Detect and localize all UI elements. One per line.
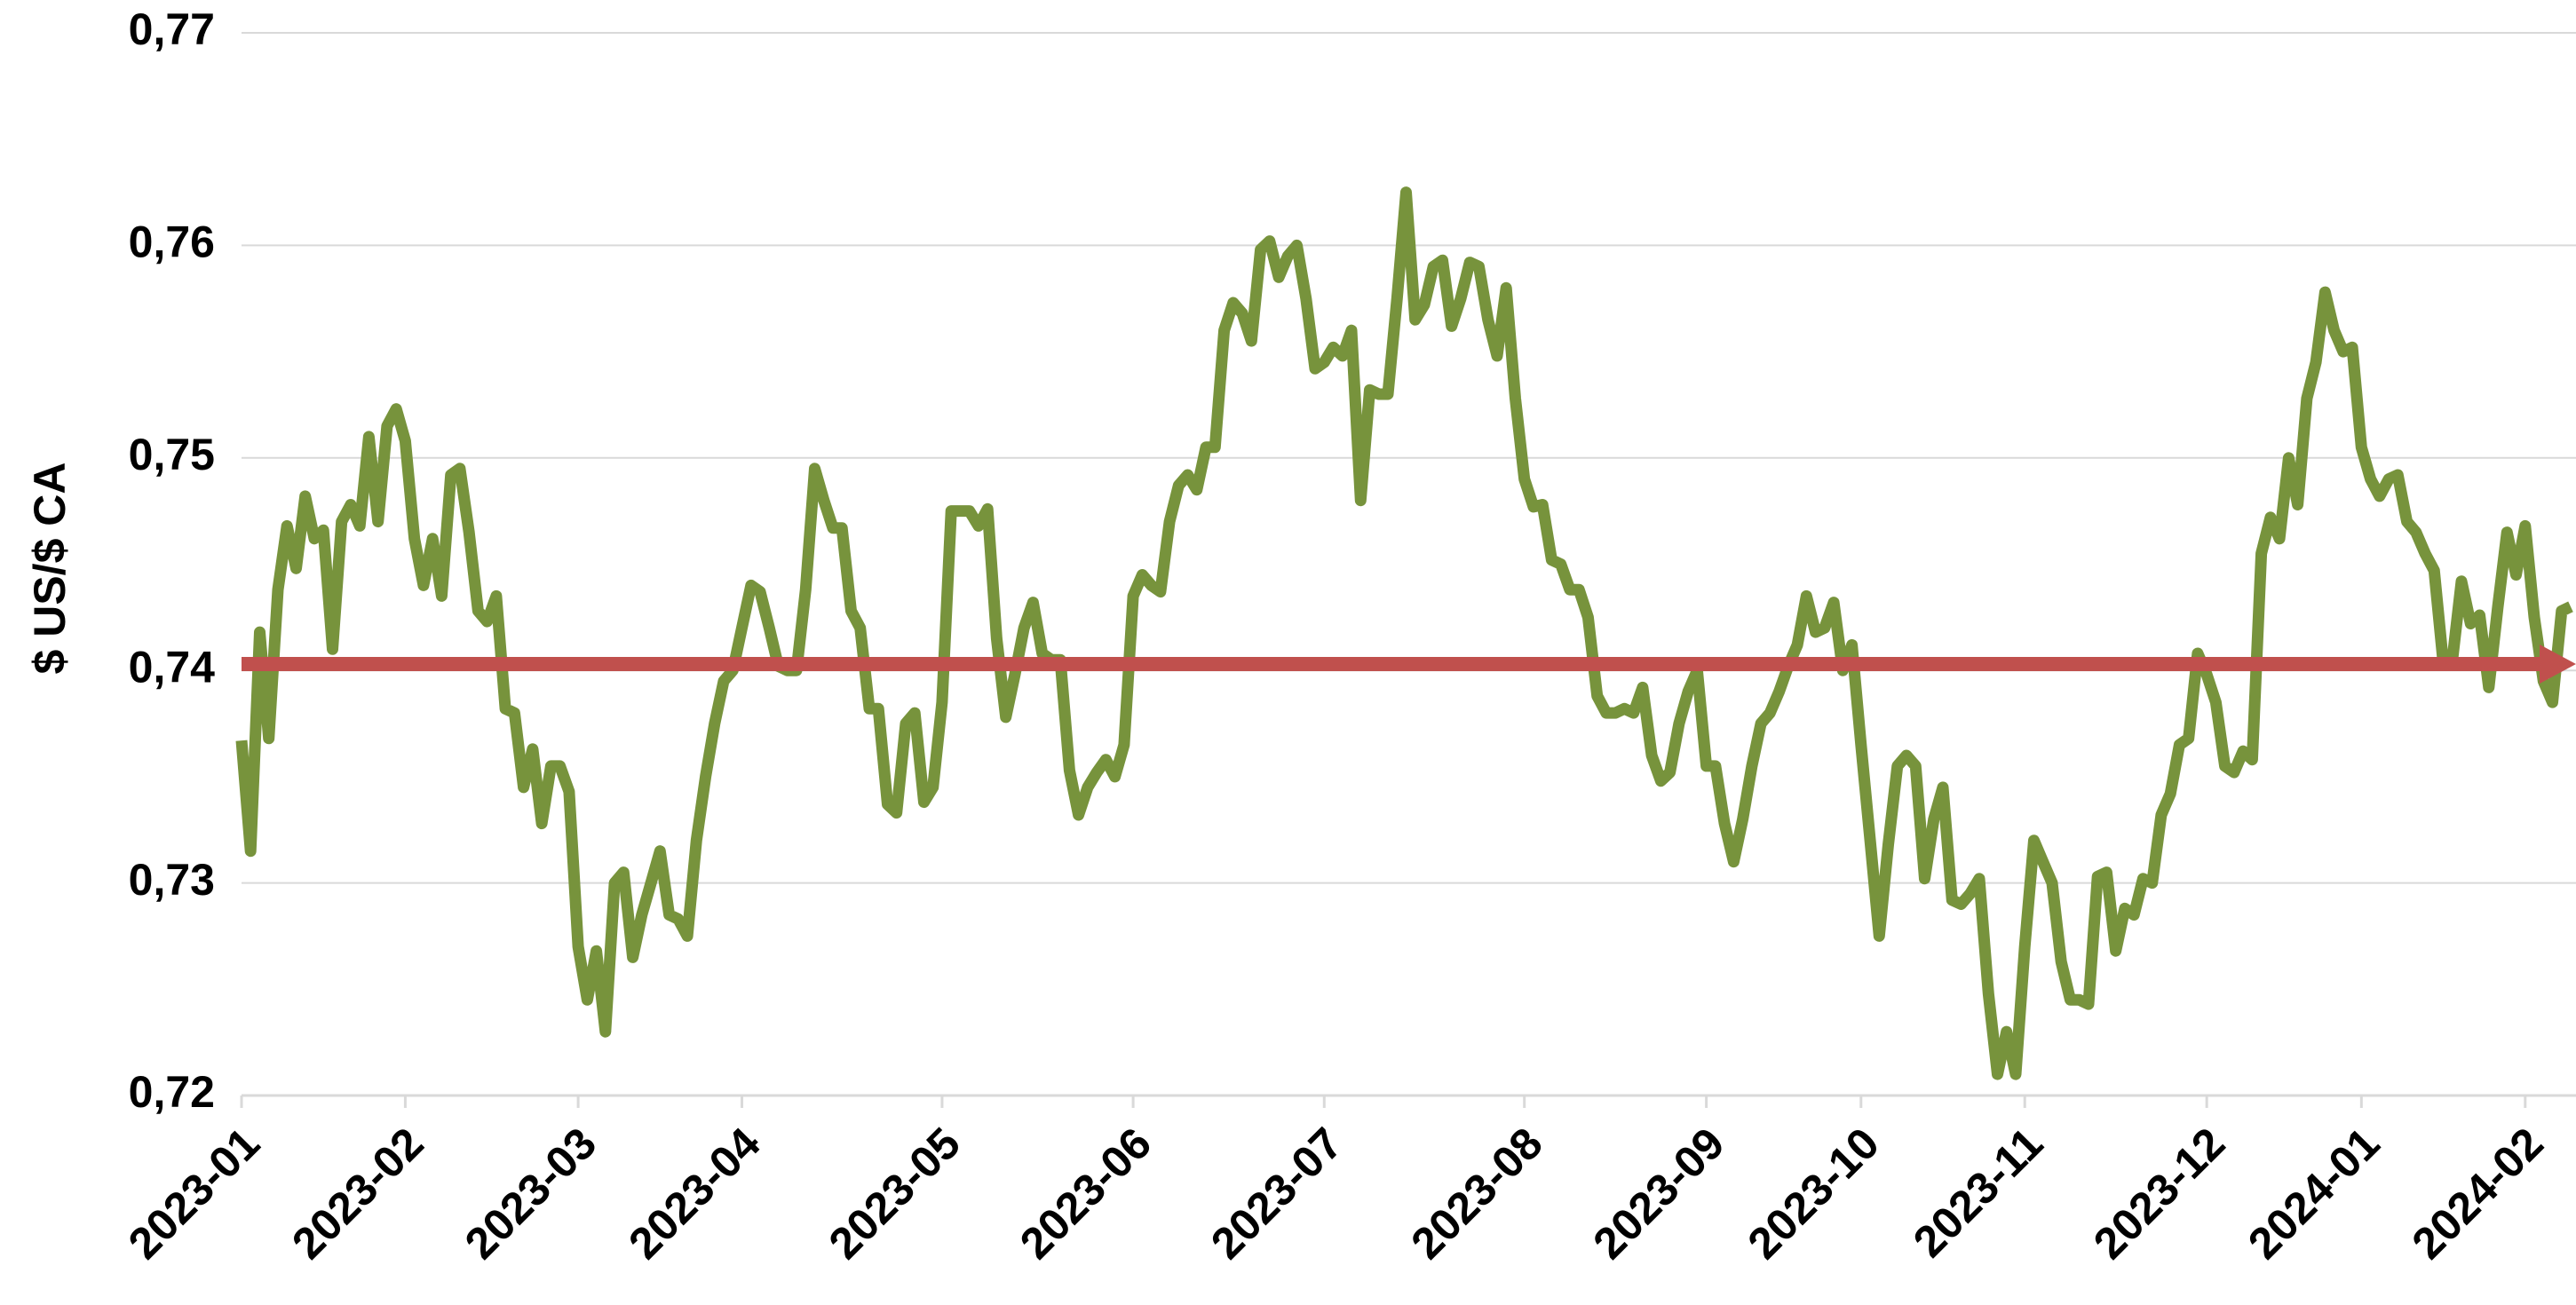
x-tick-label: 2023-11 xyxy=(1904,1119,2052,1267)
x-tick-label: 2023-02 xyxy=(282,1119,432,1269)
x-tick-label: 2023-08 xyxy=(1401,1119,1551,1269)
x-tick-label: 2023-12 xyxy=(2084,1119,2234,1269)
y-tick-label: 0,73 xyxy=(129,855,215,905)
y-tick-label: 0,76 xyxy=(129,218,215,267)
x-tick-label: 2024-02 xyxy=(2403,1119,2553,1269)
x-tick-label: 2023-01 xyxy=(119,1119,269,1269)
x-tick-label: 2023-10 xyxy=(1739,1119,1889,1269)
x-tick-label: 2023-09 xyxy=(1583,1119,1733,1269)
y-tick-label: 0,77 xyxy=(129,4,215,54)
x-tick-label: 2023-06 xyxy=(1011,1119,1161,1269)
reference-arrow xyxy=(2540,645,2576,684)
x-tick-label: 2023-03 xyxy=(456,1119,606,1269)
x-tick-label: 2024-01 xyxy=(2239,1119,2389,1269)
y-tick-label: 0,75 xyxy=(129,430,215,479)
x-tick-label: 2023-05 xyxy=(820,1119,970,1269)
x-tick-label: 2023-04 xyxy=(619,1118,769,1268)
data-line xyxy=(235,186,2573,1080)
x-tick-label: 2023-07 xyxy=(1201,1119,1351,1269)
y-axis-label: $ US/$ CA xyxy=(25,463,75,675)
y-tick-label: 0,72 xyxy=(129,1067,215,1117)
y-tick-label: 0,74 xyxy=(129,642,216,692)
